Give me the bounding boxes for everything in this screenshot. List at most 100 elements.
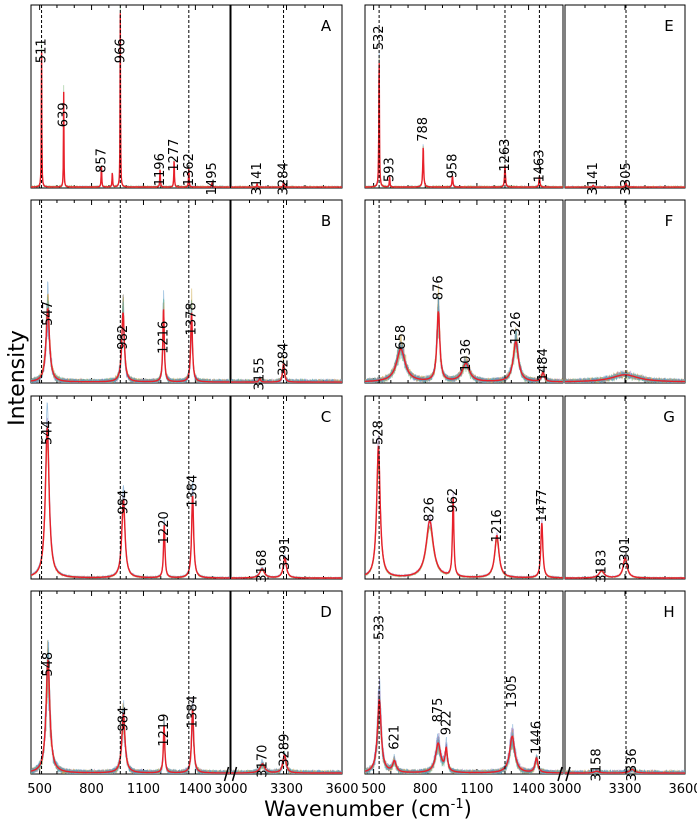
spread-trace bbox=[564, 767, 685, 774]
mean-spectrum bbox=[31, 307, 230, 383]
mean-spectrum bbox=[231, 557, 342, 579]
peak-label: 3183 bbox=[595, 550, 610, 583]
spectra-traces bbox=[31, 5, 342, 188]
panel-letter: H bbox=[663, 603, 674, 621]
panel-g: 528 826 962 1216 1477 3183 3301 G bbox=[364, 395, 686, 583]
peak-label: 3291 bbox=[278, 537, 293, 570]
axis-break-gap bbox=[563, 4, 565, 189]
panel-letter: B bbox=[321, 212, 331, 230]
axis-break-gap bbox=[563, 199, 565, 384]
peak-label: 511 bbox=[35, 38, 50, 63]
x-axis-label-main: Wavenumber (cm bbox=[264, 797, 450, 821]
x-tick-label: 500 bbox=[27, 782, 52, 797]
peak-label: 533 bbox=[372, 615, 387, 640]
peak-label: 922 bbox=[439, 710, 454, 735]
axis-break-mark bbox=[231, 766, 238, 782]
peak-label: 875 bbox=[431, 698, 446, 723]
peak-label: 1277 bbox=[167, 139, 182, 172]
spectra-traces bbox=[365, 50, 685, 188]
peak-label: 1263 bbox=[498, 139, 513, 172]
peak-label: 3170 bbox=[255, 745, 270, 778]
peak-label: 544 bbox=[40, 420, 55, 445]
peak-label: 1216 bbox=[490, 509, 505, 542]
axis-break-mark bbox=[223, 766, 230, 782]
peak-label: 1463 bbox=[532, 149, 547, 182]
peak-label: 3155 bbox=[253, 357, 268, 390]
spectra-traces bbox=[365, 434, 685, 579]
peak-label: 639 bbox=[57, 102, 72, 127]
axis-break-mark bbox=[565, 766, 571, 782]
peak-label: 1036 bbox=[459, 339, 474, 372]
panel-letter: G bbox=[663, 408, 675, 426]
peak-label: 984 bbox=[116, 490, 131, 515]
spectra-traces bbox=[365, 677, 685, 774]
peak-label: 532 bbox=[372, 25, 387, 50]
x-tick-label: 3300 bbox=[270, 782, 303, 797]
peak-label: 876 bbox=[431, 275, 446, 300]
peak-label: 3158 bbox=[590, 748, 605, 781]
panel-c: 544 984 1220 1384 3168 3291 C bbox=[30, 395, 343, 583]
axis-frame-low bbox=[30, 199, 231, 384]
y-axis-label: Intensity bbox=[5, 330, 30, 426]
peak-label: 1477 bbox=[535, 489, 550, 522]
peak-label: 3289 bbox=[278, 734, 293, 767]
peak-label: 1305 bbox=[505, 675, 520, 708]
peak-label: 1219 bbox=[157, 714, 172, 747]
peak-label: 1220 bbox=[157, 511, 172, 544]
spread-trace bbox=[564, 371, 685, 383]
spectra-traces bbox=[31, 639, 342, 774]
peak-label: 3336 bbox=[625, 748, 640, 781]
peak-label: 966 bbox=[113, 38, 128, 63]
mean-spectrum bbox=[565, 182, 685, 188]
panel-letter: C bbox=[321, 408, 331, 426]
peak-label: 1216 bbox=[157, 321, 172, 354]
x-tick-label: 3600 bbox=[325, 782, 358, 797]
x-tick-label: 1100 bbox=[460, 782, 493, 797]
mean-spectrum bbox=[365, 63, 563, 188]
mean-spectrum bbox=[31, 13, 230, 188]
axis-labels: Intensity Wavenumber (cm-1) bbox=[5, 330, 472, 821]
peak-label: 962 bbox=[446, 488, 461, 513]
mean-spectrum bbox=[565, 768, 685, 774]
axis-frame-low bbox=[30, 4, 231, 189]
peak-label: 3301 bbox=[618, 537, 633, 570]
peak-label: 658 bbox=[394, 325, 409, 350]
peak-label: 788 bbox=[416, 117, 431, 142]
x-axis-label-end: ) bbox=[464, 797, 472, 821]
spectra-traces bbox=[31, 281, 342, 383]
panel-f: 658 876 1036 1326 1484 F bbox=[364, 199, 686, 384]
peak-label: 547 bbox=[41, 301, 56, 326]
peak-label: 1196 bbox=[153, 153, 168, 186]
spread-trace bbox=[365, 434, 564, 579]
spread-trace bbox=[365, 461, 564, 579]
x-tick-label: 3000 bbox=[214, 782, 247, 797]
axis-break-mark bbox=[557, 766, 563, 782]
mean-spectrum bbox=[565, 374, 685, 383]
peak-label: 1362 bbox=[182, 153, 197, 186]
panel-a: 511 639 857 966 1196 1277 1362 1495 3141 3284 A bbox=[30, 4, 343, 195]
panel-grid: 511 639 857 966 1196 1277 1362 1495 3141 3284 A 547… bbox=[27, 4, 697, 797]
peak-label: 826 bbox=[423, 497, 438, 522]
peak-label: 528 bbox=[371, 420, 386, 445]
panel-letter: A bbox=[321, 17, 332, 35]
spread-trace bbox=[564, 767, 685, 774]
peak-label: 3168 bbox=[255, 550, 270, 583]
peak-label: 857 bbox=[94, 148, 109, 173]
panel-letter: E bbox=[664, 17, 673, 35]
peak-label: 1446 bbox=[530, 721, 545, 754]
x-tick-label: 3000 bbox=[548, 782, 581, 797]
peak-label: 593 bbox=[383, 157, 398, 182]
x-tick-label: 800 bbox=[79, 782, 104, 797]
axis-frame-low bbox=[364, 395, 564, 580]
mean-spectrum bbox=[565, 557, 685, 579]
axis-break-gap bbox=[563, 395, 565, 580]
mean-spectrum bbox=[365, 698, 564, 774]
peak-label: 548 bbox=[41, 652, 56, 677]
peak-label: 621 bbox=[387, 725, 402, 750]
peak-label: 1384 bbox=[186, 695, 201, 728]
peak-label: 1484 bbox=[536, 348, 551, 381]
x-axis-label: Wavenumber (cm-1) bbox=[264, 797, 472, 821]
mean-spectrum bbox=[231, 181, 342, 188]
